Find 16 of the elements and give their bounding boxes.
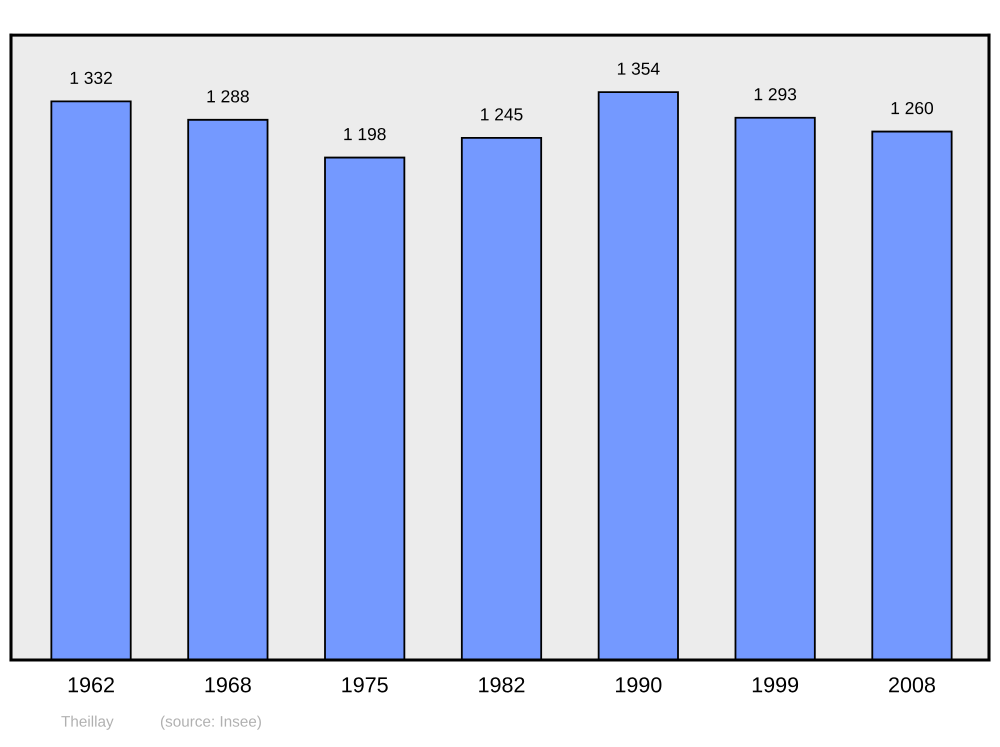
data-label: 1 260 xyxy=(892,102,934,114)
data-label: 1 245 xyxy=(481,108,522,121)
data-label: 1 354 xyxy=(618,62,660,75)
x-tick-label: 1999 xyxy=(752,677,798,692)
x-tick-label: 1982 xyxy=(479,677,524,692)
data-label: 1 198 xyxy=(344,128,386,140)
x-tick-label: 1975 xyxy=(342,677,388,692)
data-label: 1 293 xyxy=(754,88,796,100)
text: (source: Insee) xyxy=(160,716,261,730)
text: Theillay xyxy=(61,716,114,730)
x-tick-label: 2008 xyxy=(889,677,935,692)
data-label: 1 332 xyxy=(70,72,112,84)
x-tick-label: 1962 xyxy=(68,677,114,692)
x-tick-label: 1990 xyxy=(616,677,662,692)
data-label: 1 288 xyxy=(207,90,249,102)
x-tick-label: 1968 xyxy=(206,677,251,692)
